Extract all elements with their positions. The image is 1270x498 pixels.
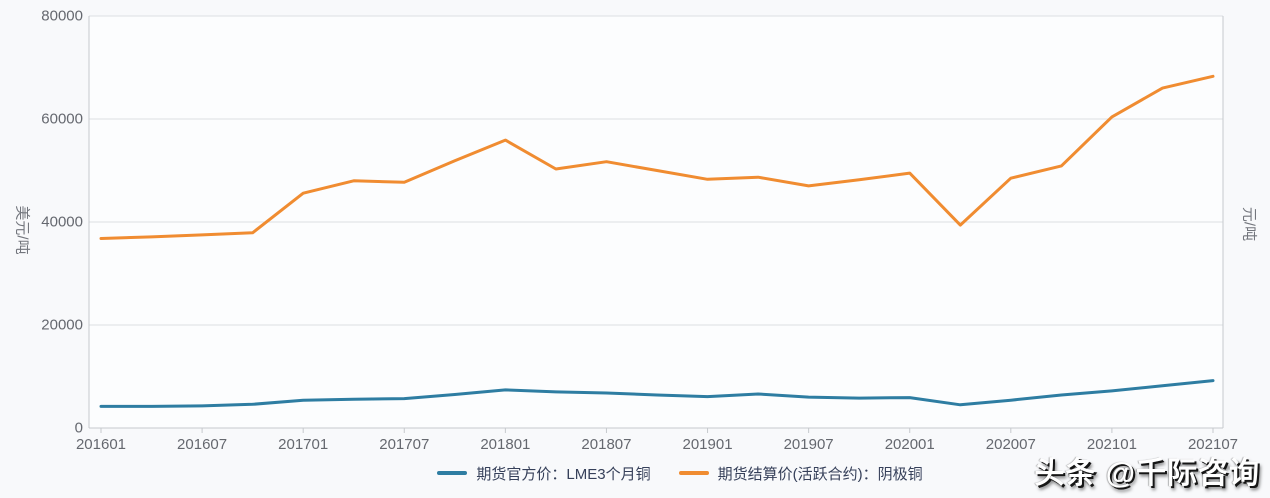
left-axis-name: 美元/吨 [13, 205, 31, 255]
right-axis-name: 元/吨 [1240, 206, 1258, 242]
chart-legend: 期货官方价：LME3个月铜 期货结算价(活跃合约)：阴极铜 [45, 460, 1270, 486]
y-axis-tick-label: 0 [74, 419, 83, 437]
series-line-1[interactable] [99, 74, 1215, 240]
x-axis-tick-label: 202007 [985, 436, 1036, 453]
x-axis-tick-label: 202101 [1086, 436, 1137, 453]
x-axis-tick-label: 201801 [480, 436, 531, 453]
legend-item-0[interactable]: 期货官方价：LME3个月铜 [437, 463, 651, 484]
x-axis-tick-label: 201601 [75, 436, 127, 453]
legend-item-1[interactable]: 期货结算价(活跃合约)：阴极铜 [678, 463, 923, 484]
y-axis-tick-label: 20000 [41, 316, 83, 334]
x-axis-tick-label: 201907 [783, 436, 834, 453]
x-axis-tick-label: 201901 [682, 436, 733, 453]
x-axis-tick-label: 201807 [581, 436, 632, 453]
x-axis-tick-label: 201607 [177, 436, 228, 453]
x-axis-tick-label: 202107 [1187, 436, 1239, 453]
legend-label: 期货官方价：LME3个月铜 [476, 465, 651, 483]
x-axis-tick-label: 201707 [379, 436, 430, 453]
y-axis-tick-label: 60000 [41, 110, 83, 128]
legend-label: 期货结算价(活跃合约)：阴极铜 [717, 465, 923, 483]
y-axis-tick-label: 80000 [41, 7, 83, 25]
y-axis-tick-label: 40000 [41, 213, 83, 231]
x-axis-tick-label: 202001 [884, 436, 935, 453]
legend-line-marker [437, 471, 468, 475]
watermark: 头条 @千际咨询 [1034, 457, 1260, 490]
legend-line-marker [678, 471, 709, 475]
series-line-0[interactable] [99, 379, 1215, 408]
x-axis-tick-label: 201701 [278, 436, 329, 453]
